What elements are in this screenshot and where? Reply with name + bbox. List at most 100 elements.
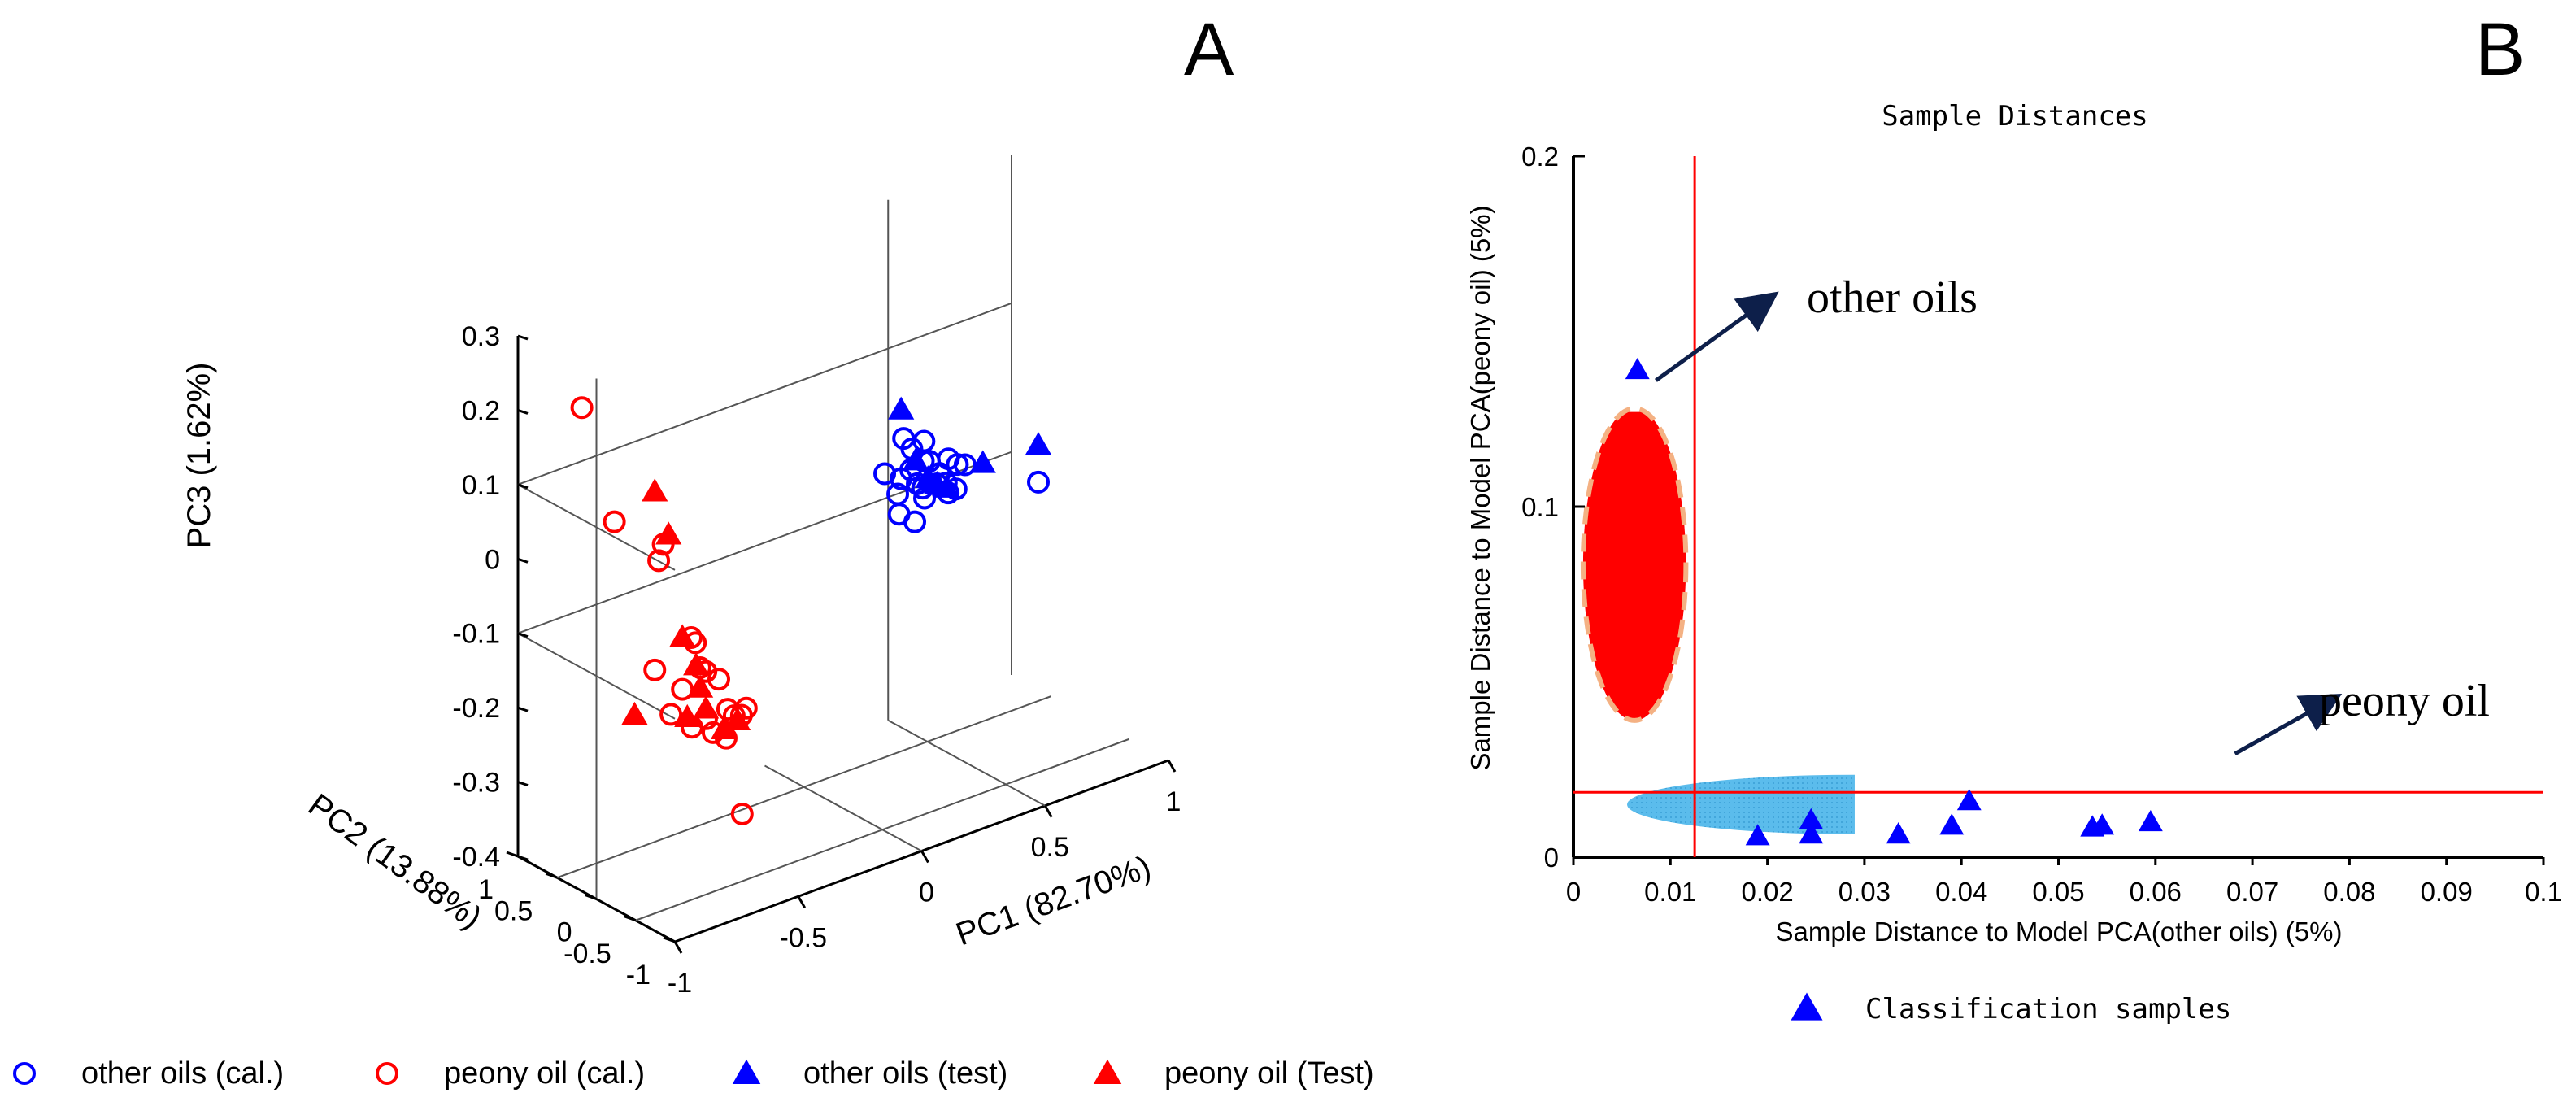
data-point	[674, 703, 701, 728]
y-tick-mark	[545, 872, 558, 879]
z-tick-label: 0.3	[462, 321, 500, 352]
data-point	[621, 701, 648, 725]
annotation-label: peony oil	[2319, 676, 2490, 726]
classification-sample-point	[1745, 824, 1770, 846]
y-tick-label: 0.2	[1521, 142, 1559, 172]
legend-marker	[376, 1062, 398, 1085]
z-tick-label: -0.1	[452, 619, 500, 650]
y-tick-label: 0	[1544, 843, 1559, 873]
data-point	[643, 658, 667, 681]
y-tick-label: 0.5	[494, 895, 533, 926]
x-tick-label: 0.05	[2032, 877, 2084, 907]
y-tick-mark	[584, 894, 598, 900]
y-tick-label: 1	[478, 874, 494, 905]
classification-sample-point	[1799, 822, 1824, 844]
3d-data-points	[570, 396, 1052, 825]
data-point	[570, 396, 594, 420]
classification-sample-point	[2138, 809, 2163, 832]
floor-grid-line	[556, 695, 1051, 879]
x-tick-label: 1	[1166, 786, 1181, 817]
other-oils-region	[1627, 774, 1855, 834]
y-tick-label: 0	[557, 917, 572, 948]
x-tick-label: 0.09	[2421, 877, 2473, 907]
classification-sample-point	[1956, 789, 1982, 811]
y-tick-mark	[506, 851, 519, 858]
x-tick-label: 0.01	[1644, 877, 1696, 907]
legend-entry-label: other oils (test)	[803, 1056, 1007, 1091]
data-point	[683, 652, 710, 676]
classification-sample-point	[2090, 813, 2115, 835]
z-tick-mark	[517, 781, 529, 786]
data-point	[655, 521, 682, 545]
legend-marker	[1093, 1059, 1122, 1084]
chart-title: Sample Distances	[1882, 100, 2148, 133]
x-tick-label: 0	[919, 877, 934, 908]
x-axis-label: Sample Distance to Model PCA(other oils)…	[1776, 917, 2343, 947]
y-axis-label: Sample Distance to Model PCA(peony oil) …	[1465, 205, 1495, 770]
data-point	[903, 510, 927, 533]
x-tick-label: 0.06	[2130, 877, 2182, 907]
data-point	[647, 549, 671, 573]
classification-sample-point	[1799, 808, 1824, 830]
peony-oil-region-outline	[1580, 406, 1689, 723]
x-tick-mark	[920, 850, 929, 864]
peony-oil-region-fill	[1582, 411, 1686, 721]
x-tick-mark	[1167, 760, 1177, 773]
x-tick-label: 0.1	[2525, 877, 2562, 907]
panel-b: B Sample Distances 0 0.01 0.02 0.03 0.04 0.05…	[1465, 8, 2562, 1025]
data-point	[903, 447, 929, 471]
y-tick-label: -0.5	[564, 938, 611, 969]
x-tick-label: 0.08	[2323, 877, 2375, 907]
classification-regions	[1580, 406, 1855, 834]
legend-marker	[732, 1059, 761, 1084]
legend: Classification samples	[1791, 992, 2231, 1025]
axes: 0 0.01 0.02 0.03 0.04 0.05 0.06 0.07 0.08 0.09 0.1…	[1521, 142, 2562, 907]
z-tick-label: -0.2	[452, 693, 500, 724]
threshold-lines	[1573, 156, 2543, 857]
3d-box-lines	[516, 155, 1169, 943]
data-point	[933, 474, 960, 498]
data-point	[734, 696, 758, 720]
legend-entry-label: peony oil (Test)	[1164, 1056, 1374, 1091]
data-point	[730, 802, 754, 825]
legend-entry-label: other oils (cal.)	[81, 1056, 284, 1091]
legend: other oils (cal.) peony oil (cal.) other o…	[13, 1056, 1374, 1091]
classification-sample-point	[1939, 813, 1965, 835]
annotation-label: other oils	[1807, 272, 1978, 323]
legend-marker	[1791, 992, 1823, 1021]
x-tick-label: 0.04	[1935, 877, 1987, 907]
data-point	[946, 453, 969, 477]
z-tick-mark	[517, 632, 529, 638]
data-point	[659, 703, 683, 726]
data-point	[969, 450, 996, 473]
x-tick-label: 0.02	[1741, 877, 1793, 907]
classification-sample-point	[1625, 357, 1650, 380]
data-point	[693, 695, 720, 719]
z-tick-mark	[517, 334, 529, 341]
y-tick-label: -1	[626, 960, 651, 991]
data-point	[669, 624, 696, 647]
x-tick-label: 0	[1566, 877, 1581, 907]
annotations: other oils peony oil	[1654, 272, 2490, 756]
data-point	[912, 429, 936, 453]
data-point	[710, 716, 738, 740]
wall-grid-line	[517, 302, 1012, 486]
x-tick-label: -0.5	[779, 922, 827, 953]
3d-axis-ticks: 0.30.20.10-0.1-0.2-0.3-0.410.50-0.5-1 -1-…	[452, 321, 1181, 999]
z-tick-mark	[517, 483, 529, 490]
z-tick-label: -0.3	[452, 768, 500, 799]
x-tick-mark	[673, 941, 683, 954]
data-point	[886, 482, 910, 506]
data-point	[1027, 470, 1050, 494]
panel-label-a: A	[1184, 8, 1234, 91]
data-point	[873, 462, 897, 486]
data-point	[642, 478, 668, 502]
y-tick-label: 0.1	[1521, 492, 1559, 522]
panel-a: A 0.30.20.10-0.1-0.2-0.3-0.410.50-0.5-1-…	[13, 8, 1374, 1091]
floor-grid-line	[635, 738, 1130, 921]
z-tick-label: 0.1	[462, 470, 500, 501]
z-tick-mark	[517, 409, 529, 415]
z-axis-label: PC3 (1.62%)	[181, 363, 217, 549]
x-tick-label: 0.03	[1838, 877, 1891, 907]
